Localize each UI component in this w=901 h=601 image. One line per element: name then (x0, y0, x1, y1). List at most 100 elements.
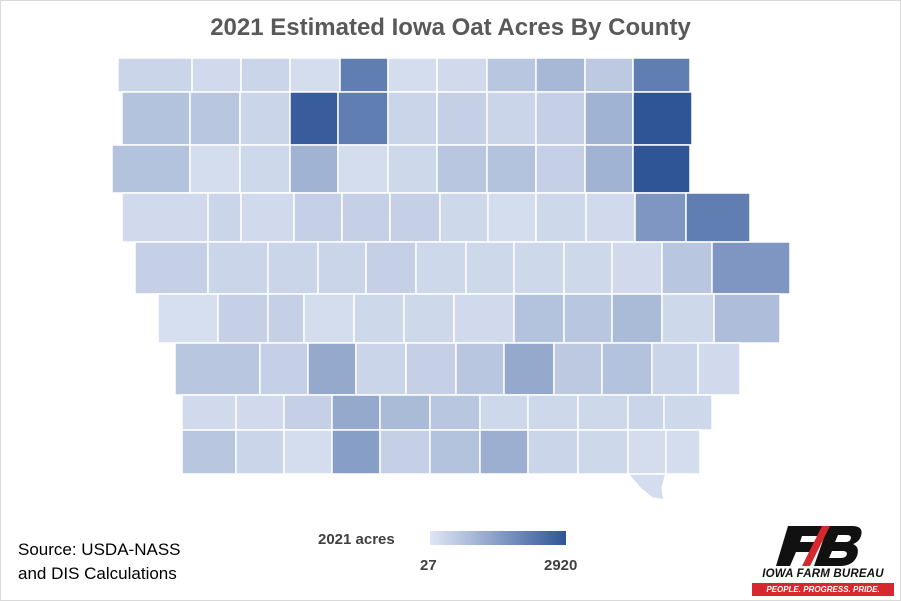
county-6 (387, 57, 438, 93)
county-82 (235, 394, 285, 431)
farm-bureau-logo: IOWA FARM BUREAU PEOPLE. PROGRESS. PRIDE… (748, 522, 898, 598)
county-91 (663, 394, 713, 431)
county-85 (379, 394, 431, 431)
county-12 (121, 91, 191, 146)
county-44 (634, 192, 687, 243)
source-line-1: Source: USDA-NASS (18, 540, 181, 559)
county-78 (601, 342, 653, 396)
county-1 (117, 57, 193, 93)
county-76 (503, 342, 555, 396)
county-20 (535, 91, 586, 146)
county-29 (436, 144, 488, 194)
county-28 (387, 144, 438, 194)
source-note: Source: USDA-NASS and DIS Calculations (18, 538, 181, 586)
county-40 (439, 192, 489, 243)
county-58 (157, 293, 219, 344)
county-tail (626, 473, 667, 501)
county-90 (627, 394, 665, 431)
county-99 (527, 429, 579, 475)
county-101 (627, 429, 667, 475)
county-84 (331, 394, 381, 431)
county-21 (584, 91, 634, 146)
county-68 (661, 293, 715, 344)
county-53 (513, 241, 565, 295)
county-27 (337, 144, 389, 194)
county-30 (486, 144, 537, 194)
county-25 (239, 144, 291, 194)
county-96 (379, 429, 431, 475)
county-3 (240, 57, 291, 93)
county-50 (365, 241, 417, 295)
county-7 (436, 57, 488, 93)
county-31 (535, 144, 586, 194)
county-73 (355, 342, 407, 396)
county-65 (513, 293, 565, 344)
county-33 (632, 144, 691, 194)
county-60 (267, 293, 305, 344)
county-81 (181, 394, 237, 431)
county-59 (217, 293, 269, 344)
legend-color-bar (430, 531, 566, 545)
county-47 (207, 241, 269, 295)
county-14 (239, 91, 291, 146)
county-54 (563, 241, 613, 295)
county-102 (665, 429, 701, 475)
county-37 (293, 192, 343, 243)
county-38 (341, 192, 391, 243)
county-71 (259, 342, 309, 396)
county-86 (429, 394, 481, 431)
legend-max-label: 2920 (544, 557, 578, 574)
legend-title: 2021 acres (318, 531, 395, 548)
county-52 (465, 241, 515, 295)
county-18 (436, 91, 488, 146)
logo-tagline: PEOPLE. PROGRESS. PRIDE. (752, 583, 894, 596)
county-57 (711, 241, 791, 295)
chart-title: 2021 Estimated Iowa Oat Acres By County (210, 14, 691, 41)
county-16 (337, 91, 389, 146)
county-80 (697, 342, 741, 396)
county-2 (191, 57, 242, 93)
county-45 (685, 192, 751, 243)
county-97 (429, 429, 481, 475)
county-13 (189, 91, 241, 146)
county-69 (713, 293, 781, 344)
county-48 (267, 241, 319, 295)
county-72 (307, 342, 357, 396)
county-62 (353, 293, 405, 344)
county-70 (174, 342, 261, 396)
county-88 (527, 394, 579, 431)
county-34 (121, 192, 209, 243)
county-24 (189, 144, 241, 194)
county-89 (577, 394, 629, 431)
county-15 (289, 91, 339, 146)
county-92 (181, 429, 237, 475)
county-22 (632, 91, 693, 146)
county-74 (405, 342, 457, 396)
county-46 (134, 241, 209, 295)
county-75 (455, 342, 505, 396)
county-94 (283, 429, 333, 475)
legend-min-label: 27 (420, 557, 437, 574)
county-9 (535, 57, 586, 93)
county-36 (240, 192, 295, 243)
county-5 (339, 57, 389, 93)
county-98 (479, 429, 529, 475)
county-79 (651, 342, 699, 396)
county-43 (585, 192, 636, 243)
county-4 (289, 57, 341, 93)
county-17 (387, 91, 438, 146)
county-10 (584, 57, 634, 93)
county-93 (235, 429, 285, 475)
county-63 (403, 293, 455, 344)
county-100 (577, 429, 629, 475)
county-41 (487, 192, 537, 243)
county-49 (317, 241, 367, 295)
county-87 (479, 394, 529, 431)
county-19 (486, 91, 537, 146)
county-51 (415, 241, 467, 295)
county-66 (563, 293, 613, 344)
county-64 (453, 293, 515, 344)
county-23 (111, 144, 191, 194)
county-55 (611, 241, 663, 295)
